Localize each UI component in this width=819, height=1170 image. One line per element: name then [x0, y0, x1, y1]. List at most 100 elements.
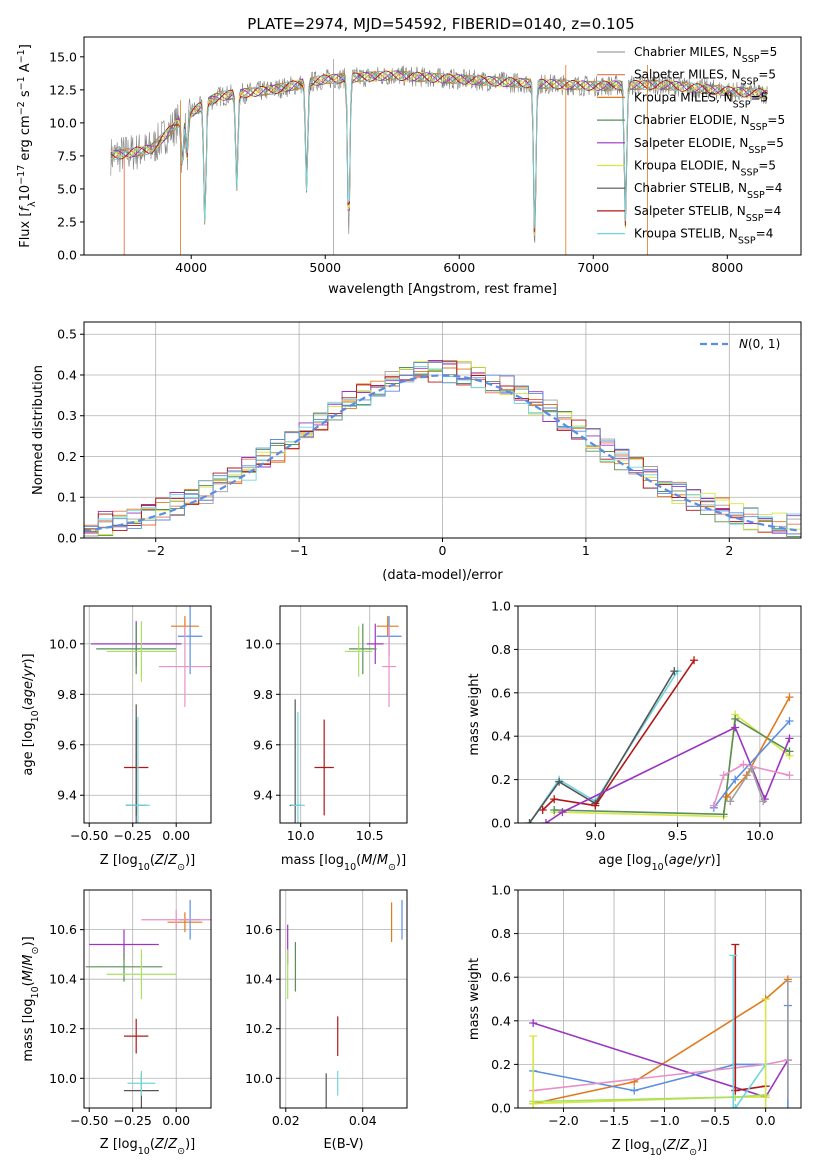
y-tick-label: 0.2 — [491, 772, 511, 787]
y-tick-label: 9.8 — [253, 687, 273, 702]
x-tick-label: −1 — [290, 543, 308, 558]
y-tick-label: 10.0 — [49, 1071, 77, 1086]
x-tick-label: 0.0 — [756, 1113, 776, 1128]
y-tick-label: 10.4 — [49, 972, 77, 987]
mass-weight-marker — [550, 805, 559, 814]
mass-weight-marker — [719, 810, 728, 819]
plot-area — [84, 322, 801, 538]
x-tick-label: 10.0 — [746, 828, 774, 843]
residual-histogram-step — [84, 361, 801, 535]
figure-title: PLATE=2974, MJD=54592, FIBERID=0140, z=0… — [247, 15, 634, 33]
y-axis-label: mass weight — [467, 958, 482, 1040]
y-tick-label: 10.0 — [245, 636, 273, 651]
y-tick-label: 10.0 — [245, 1071, 273, 1086]
mass-weight-marker — [690, 656, 699, 665]
y-tick-label: 0.0 — [491, 816, 511, 831]
model-spectrum-line — [110, 70, 768, 229]
x-tick-label: −2.0 — [548, 1113, 578, 1128]
y-tick-label: 9.4 — [253, 788, 273, 803]
residuals-panel: −2 −1 0 1 2 0.0 0.1 0.2 0.3 0.4 0.5 (data-model)/er… — [31, 321, 802, 583]
y-tick-label: 12.5 — [49, 82, 77, 97]
legend-entry: Chabrier MILES, NSSP=5 — [634, 45, 777, 65]
x-tick-label: 9.0 — [585, 828, 605, 843]
x-axis-label: Z [log10(Z/Z⊙)] — [100, 1137, 195, 1157]
mass-vs-metallicity-panel: −0.50 −0.25 0.00 10.0 10.2 10.4 10.6 Z [log10(Z… — [21, 889, 212, 1157]
mass-weight-marker — [726, 797, 735, 806]
x-tick-label: 9.5 — [668, 828, 688, 843]
x-axis-label: mass [log10(M/M⊙)] — [281, 853, 406, 873]
mass-weight-line — [735, 1085, 766, 1092]
legend-entry: Salpeter MILES, NSSP=5 — [634, 68, 776, 88]
y-tick-label: 15.0 — [49, 49, 77, 64]
mass-weight-marker — [731, 1104, 740, 1108]
x-axis-label: E(B-V) — [323, 1137, 363, 1152]
mass-weight-marker — [630, 1086, 639, 1095]
x-tick-label: −0.25 — [114, 828, 152, 843]
axes-frame — [517, 605, 802, 824]
mass-weight-marker — [538, 805, 547, 814]
y-tick-label: 9.6 — [253, 737, 273, 752]
mass-weight-line — [734, 1063, 767, 1108]
legend-entry: Kroupa ELODIE, NSSP=5 — [634, 159, 776, 179]
x-tick-label: −1.5 — [599, 1113, 629, 1128]
y-tick-label: 0.2 — [491, 1057, 511, 1072]
mass-weight-marker — [722, 792, 731, 801]
x-tick-label: 1 — [582, 543, 590, 558]
age-vs-metallicity-panel: −0.50 −0.25 0.00 9.4 9.6 9.8 10.0 Z [log10(Z/Z⊙… — [21, 605, 212, 873]
mass-weight-line — [542, 659, 695, 811]
y-tick-label: 1.0 — [491, 599, 511, 614]
y-tick-label: 0.8 — [491, 926, 511, 941]
axes-frame — [83, 36, 802, 256]
axes-frame — [279, 889, 408, 1109]
y-tick-label: 0.2 — [57, 449, 77, 464]
y-tick-label: 0.6 — [491, 970, 511, 985]
y-tick-label: 0.0 — [57, 248, 77, 263]
legend-entry: Salpeter ELODIE, NSSP=5 — [634, 136, 784, 156]
x-tick-label: 6000 — [443, 260, 475, 275]
y-tick-label: 7.5 — [57, 148, 77, 163]
x-axis-label: wavelength [Angstrom, rest frame] — [328, 282, 557, 297]
y-tick-label: 0.5 — [57, 327, 77, 342]
y-tick-label: 0.1 — [57, 490, 77, 505]
mass-weight-marker — [525, 819, 534, 823]
y-tick-label: 9.4 — [57, 788, 77, 803]
mass-weight-marker — [785, 747, 794, 756]
y-tick-label: 0.4 — [57, 367, 77, 382]
y-tick-label: 10.0 — [49, 115, 77, 130]
y-axis-label: Flux [fλ10−17 erg cm−2 s−1 A−1] — [16, 44, 38, 248]
x-tick-label: 10.0 — [287, 828, 315, 843]
spectrum-panel: 4000 5000 6000 7000 8000 0.0 2.5 5.0 7.5 10.0 12.5… — [16, 36, 802, 297]
model-spectrum-line — [110, 70, 768, 237]
mass-weight-marker — [709, 801, 718, 810]
x-axis-label: (data-model)/error — [382, 568, 503, 583]
y-tick-label: 0.8 — [491, 642, 511, 657]
y-axis-label: mass [log10(M/M⊙)] — [21, 936, 41, 1061]
y-tick-label: 0.6 — [491, 685, 511, 700]
x-tick-label: 0.02 — [272, 1113, 300, 1128]
legend-entry: N(0, 1) — [739, 337, 780, 351]
x-tick-label: 4000 — [175, 260, 207, 275]
x-axis-label: Z [log10(Z/Z⊙)] — [100, 853, 195, 873]
mass-weight-marker — [591, 801, 600, 810]
x-tick-label: 5000 — [309, 260, 341, 275]
plot-area — [518, 890, 801, 1108]
legend-entry: Chabrier ELODIE, NSSP=5 — [634, 113, 785, 133]
axes-frame — [517, 889, 802, 1109]
mass-weight-marker — [731, 714, 740, 723]
axes-frame — [83, 605, 212, 824]
y-tick-label: 0.3 — [57, 408, 77, 423]
y-axis-label: age [log10(age/yr)] — [21, 653, 41, 775]
plot-area — [280, 606, 407, 823]
x-tick-label: 0.00 — [162, 1113, 190, 1128]
legend-entry: Chabrier STELIB, NSSP=4 — [634, 181, 782, 201]
plot-area — [280, 890, 407, 1108]
y-tick-label: 0.4 — [491, 1013, 511, 1028]
x-tick-label: 0.04 — [349, 1113, 377, 1128]
mass-weight-marker — [731, 775, 740, 784]
plot-area — [84, 606, 211, 823]
y-tick-label: 1.0 — [491, 883, 511, 898]
x-tick-label: 0.00 — [162, 828, 190, 843]
x-tick-label: −1.0 — [649, 1113, 679, 1128]
mass-weight-marker — [747, 764, 756, 773]
y-tick-label: 5.0 — [57, 181, 77, 196]
